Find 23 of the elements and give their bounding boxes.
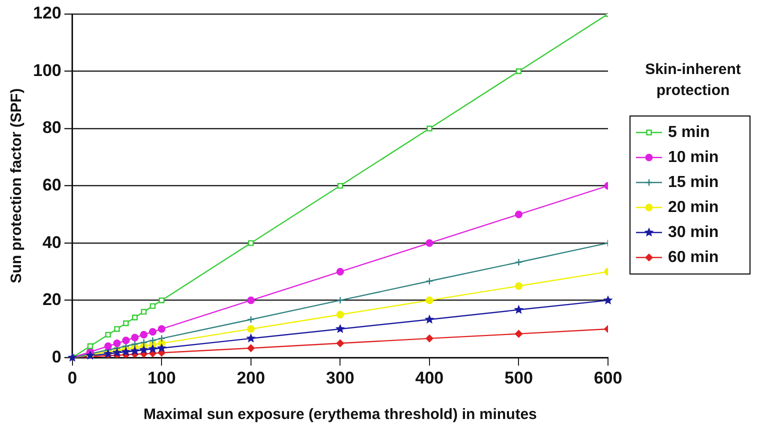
- x-tick-label: 600: [594, 368, 622, 388]
- y-tick-label: 0: [52, 347, 62, 366]
- y-tick-label: 120: [32, 4, 62, 23]
- y-tick-label: 80: [42, 118, 62, 138]
- legend-label: 10 min: [668, 148, 719, 166]
- x-tick-label: 100: [147, 368, 176, 388]
- legend-label: 5 min: [668, 124, 710, 141]
- y-tick-label: 20: [42, 290, 62, 310]
- y-tick-label: 60: [42, 175, 62, 194]
- legend-label: 60 min: [668, 248, 719, 266]
- x-tick-label: 0: [68, 368, 78, 388]
- y-tick-label: 100: [32, 60, 62, 80]
- legend-label: 15 min: [668, 174, 719, 191]
- y-tick-label: 40: [42, 232, 62, 252]
- legend-title: Skin-inherent protection: [645, 61, 741, 100]
- x-tick-label: 400: [415, 368, 444, 388]
- x-tick-label: 300: [326, 368, 354, 388]
- x-tick-label: 500: [504, 368, 533, 388]
- x-axis-title: Maximal sun exposure (erythema threshold) in minutes: [143, 406, 537, 424]
- legend-label: 20 min: [668, 198, 719, 216]
- x-tick-label: 200: [236, 368, 266, 388]
- y-axis-title: Sun protection factor (SPF): [8, 88, 26, 284]
- legend-label: 30 min: [668, 224, 719, 241]
